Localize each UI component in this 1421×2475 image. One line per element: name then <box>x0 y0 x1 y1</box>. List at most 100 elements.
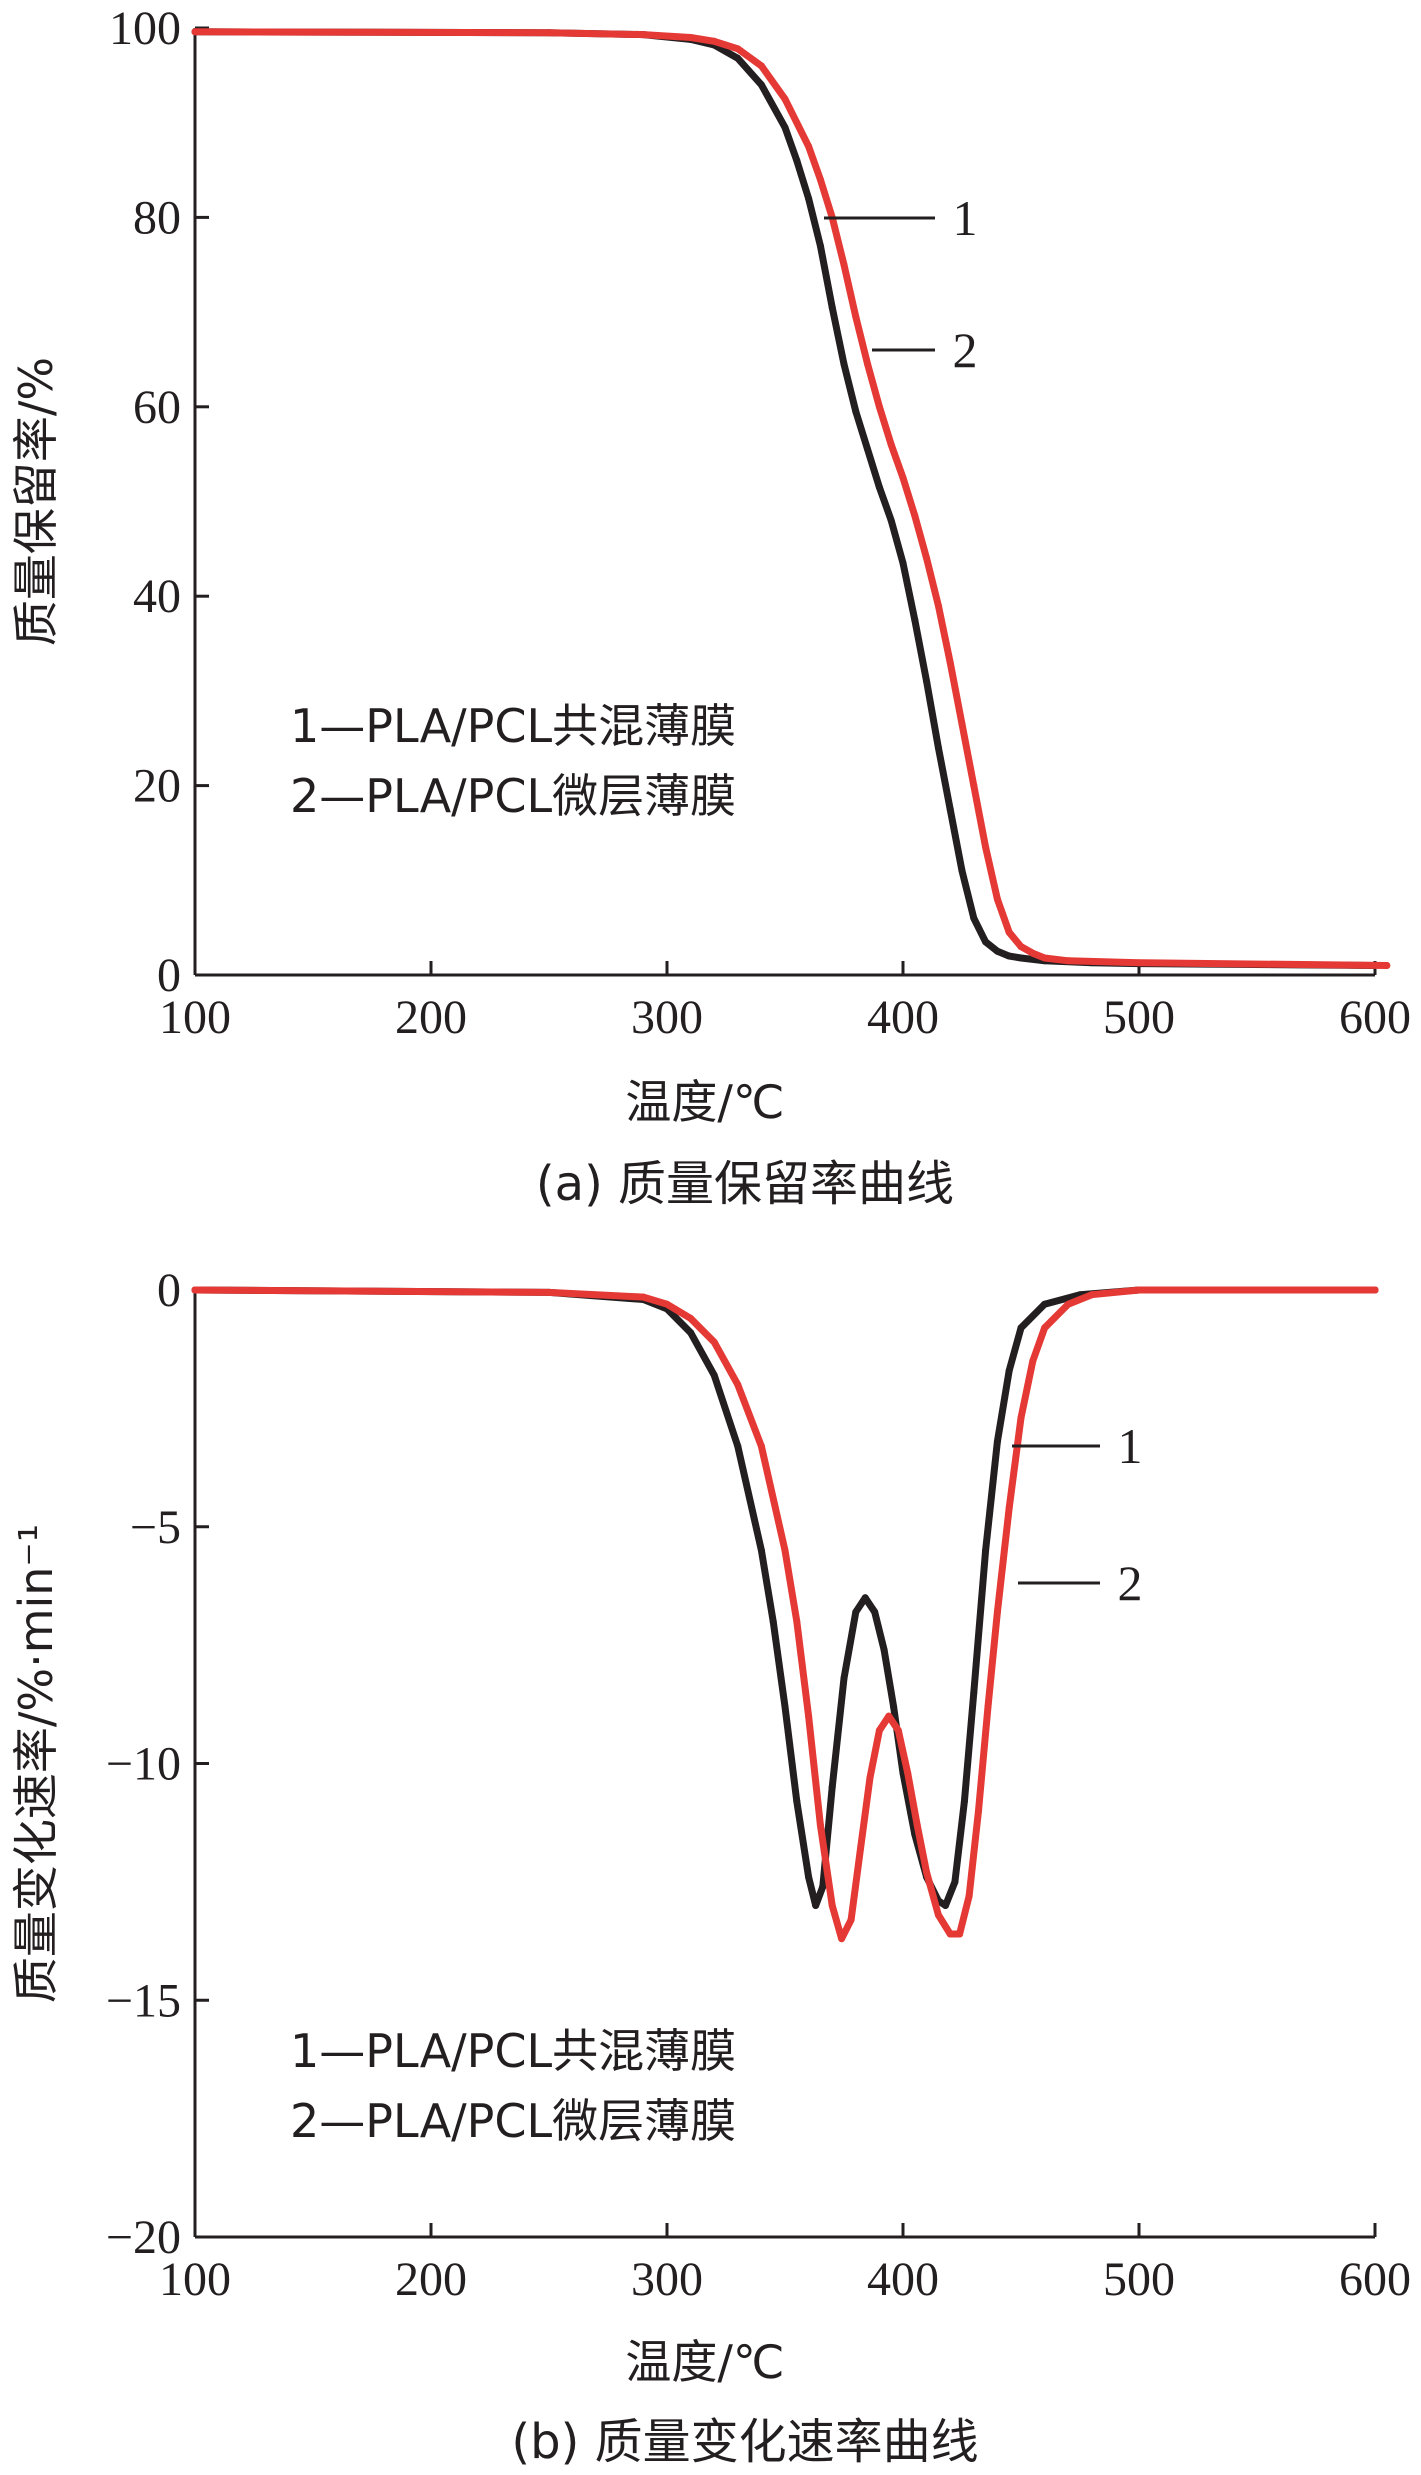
x-axis-label: 温度/℃ <box>625 2335 784 2389</box>
series-2-point <box>687 33 695 41</box>
series-1-point <box>781 1703 789 1711</box>
series-1-point <box>941 1902 949 1910</box>
series-2-point <box>984 1703 992 1711</box>
series-2-point <box>639 31 647 39</box>
series-1-point <box>871 1608 879 1616</box>
series-1-point <box>1005 1366 1013 1374</box>
series-1-point <box>757 1546 765 1554</box>
series-2-point <box>1135 959 1143 967</box>
series-2-point <box>970 782 978 790</box>
series-2-point <box>639 1293 647 1301</box>
series-2-point <box>934 602 942 610</box>
series-2-point <box>781 95 789 103</box>
series-1-point <box>1017 1324 1025 1332</box>
series-2-point <box>904 1769 912 1777</box>
series-1-point <box>934 744 942 752</box>
series-2-point <box>840 261 848 269</box>
series-1-point <box>982 938 990 946</box>
series-2-point <box>1383 962 1391 970</box>
panel-b: 100 200 300 400 500 600 0 −5 −10 −15 −20 温度/℃ 质量变化速率… <box>9 1264 1411 2470</box>
series-2-point <box>875 403 883 411</box>
callout-number-1: 1 <box>1118 1418 1143 1474</box>
callout-number-1: 1 <box>953 190 978 246</box>
series-2-point <box>993 895 1001 903</box>
legend-entry-1: 1—PLA/PCL共混薄膜 <box>290 2024 736 2078</box>
series-2-point <box>887 441 895 449</box>
y-tick-label: 0 <box>157 949 181 1002</box>
legend-entry-2: 2—PLA/PCL微层薄膜 <box>290 769 736 823</box>
y-tick-label: 60 <box>133 381 181 434</box>
series-1-point <box>899 559 907 567</box>
x-axis-label: 温度/℃ <box>625 1075 784 1129</box>
series-2-point <box>956 1930 964 1938</box>
series-2-point <box>857 1845 865 1853</box>
y-tick-label: −10 <box>106 1738 181 1791</box>
series-1-point <box>1005 952 1013 960</box>
series-line-1 <box>191 28 1379 969</box>
series-2-point <box>975 1807 983 1815</box>
x-tick-label: 200 <box>395 991 467 1044</box>
series-2-point <box>847 1916 855 1924</box>
series-line-1 <box>191 1286 1379 1909</box>
series-1-point <box>923 677 931 685</box>
series-2-point <box>894 1726 902 1734</box>
series-2-point <box>885 1712 893 1720</box>
x-tick-label: 400 <box>867 2253 939 2306</box>
series-1-point <box>993 1438 1001 1446</box>
series-1-point <box>819 1883 827 1891</box>
series-1-point <box>970 914 978 922</box>
series-2-point <box>828 1902 836 1910</box>
x-tick-label: 600 <box>1339 991 1411 1044</box>
series-2-point <box>710 37 718 45</box>
y-tick-label: 0 <box>157 1264 181 1317</box>
series-2-point <box>663 1300 671 1308</box>
series-1-point <box>890 1703 898 1711</box>
panel-caption: (a) 质量保留率曲线 <box>536 1156 954 1212</box>
x-tick-label: 200 <box>395 2253 467 2306</box>
series-2-point <box>545 1288 553 1296</box>
series-1-point <box>805 1873 813 1881</box>
y-tick-label: 20 <box>133 760 181 813</box>
legend-entry-1: 1—PLA/PCL共混薄膜 <box>290 699 736 753</box>
series-1-point <box>812 1902 820 1910</box>
y-tick-label: 80 <box>133 191 181 244</box>
series-1-point <box>887 516 895 524</box>
series-2-point <box>816 176 824 184</box>
series-2-point <box>1135 1286 1143 1294</box>
y-tick-label: −15 <box>106 1974 181 2027</box>
y-tick-label: −20 <box>106 2211 181 2264</box>
series-2-point <box>1029 1357 1037 1365</box>
series-line-2 <box>191 28 1391 969</box>
series-2-point <box>1017 943 1025 951</box>
series-2-point <box>1064 957 1072 965</box>
x-tick-label: 500 <box>1103 991 1175 1044</box>
y-tick-label: 40 <box>133 570 181 623</box>
series-2-point <box>805 1712 813 1720</box>
series-1-point <box>970 1688 978 1696</box>
series-2-point <box>1088 1291 1096 1299</box>
series-2-point <box>965 1892 973 1900</box>
series-2-point <box>923 1868 931 1876</box>
series-2-point <box>191 1286 199 1294</box>
series-1-point <box>781 123 789 131</box>
y-axis-label: 质量保留率/% <box>9 357 63 646</box>
series-2-point <box>923 554 931 562</box>
x-tick-label: 100 <box>159 991 231 1044</box>
series-1-point <box>982 1546 990 1554</box>
series-2-point <box>982 843 990 851</box>
series-2-point <box>852 313 860 321</box>
series-1-point <box>852 408 860 416</box>
series-2-point <box>710 1338 718 1346</box>
y-tick-label: 100 <box>109 2 181 55</box>
series-1-point <box>864 445 872 453</box>
series-1-point <box>687 1329 695 1337</box>
series-2-point <box>1041 1324 1049 1332</box>
series-2-point <box>1005 1504 1013 1512</box>
series-1-point <box>1017 954 1025 962</box>
series-1-point <box>769 1617 777 1625</box>
series-1-point <box>840 1674 848 1682</box>
series-1-point <box>734 1442 742 1450</box>
series-1-point <box>993 947 1001 955</box>
series-2-point <box>958 720 966 728</box>
